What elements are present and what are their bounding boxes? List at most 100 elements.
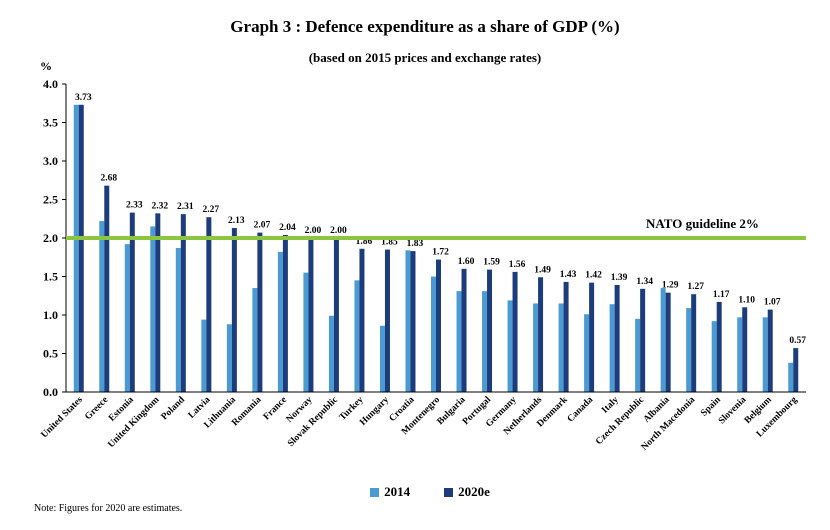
legend-item-2014: 2014 bbox=[370, 484, 410, 500]
bar-2014-norway bbox=[303, 272, 309, 392]
data-label-turkey: 1.86 bbox=[356, 237, 373, 247]
chart-subtitle: (based on 2015 prices and exchange rates… bbox=[308, 50, 542, 65]
y-tick-label: 2.5 bbox=[43, 193, 58, 207]
bar-2020e-portugal bbox=[487, 269, 493, 392]
bar-2014-united-kingdom bbox=[150, 226, 156, 392]
bar-2020e-luxembourg bbox=[793, 348, 799, 392]
bar-2020e-italy bbox=[614, 284, 620, 392]
bar-2020e-netherlands bbox=[538, 277, 544, 392]
bar-2014-bulgaria bbox=[456, 291, 462, 392]
y-axis-label: % bbox=[40, 59, 52, 73]
category-label-poland: Poland bbox=[160, 395, 188, 423]
data-label-canada: 1.42 bbox=[585, 271, 602, 281]
bar-2020e-lithuania bbox=[231, 227, 237, 392]
bar-2014-france bbox=[277, 251, 283, 392]
bar-2014-slovenia bbox=[737, 317, 743, 392]
bar-2020e-greece bbox=[104, 185, 110, 392]
bar-2014-hungary bbox=[379, 325, 385, 392]
bar-2020e-france bbox=[282, 234, 288, 392]
legend-item-2020e: 2020e bbox=[444, 484, 490, 500]
bar-2020e-canada bbox=[589, 282, 595, 392]
chart-legend: 2014 2020e bbox=[0, 484, 830, 500]
category-label-greece: Greece bbox=[83, 395, 110, 422]
bar-2014-slovak-republic bbox=[328, 315, 334, 392]
data-label-croatia: 1.83 bbox=[407, 239, 424, 249]
nato-guideline-label: NATO guideline 2% bbox=[646, 216, 759, 231]
bar-2014-latvia bbox=[201, 319, 207, 392]
bar-2020e-turkey bbox=[359, 248, 365, 392]
y-tick-label: 1.5 bbox=[43, 270, 58, 284]
data-label-denmark: 1.43 bbox=[560, 270, 577, 280]
data-label-united-kingdom: 2.32 bbox=[151, 201, 168, 211]
bar-2020e-croatia bbox=[410, 251, 416, 392]
bar-2020e-denmark bbox=[563, 281, 569, 392]
bar-2014-united-states bbox=[73, 104, 79, 392]
category-label-canada: Canada bbox=[566, 395, 596, 425]
bar-2014-italy bbox=[609, 304, 615, 392]
bar-2020e-slovak-republic bbox=[333, 238, 339, 392]
category-label-united-states: United States bbox=[40, 395, 86, 441]
bar-2014-netherlands bbox=[533, 303, 539, 392]
bar-2014-albania bbox=[660, 288, 666, 392]
bar-2020e-montenegro bbox=[436, 259, 441, 392]
bar-2014-lithuania bbox=[226, 324, 232, 392]
bar-2014-luxembourg bbox=[788, 362, 794, 392]
bar-2020e-germany bbox=[512, 271, 518, 392]
bar-2014-belgium bbox=[762, 317, 768, 392]
data-label-latvia: 2.27 bbox=[203, 205, 220, 215]
y-tick-label: 3.0 bbox=[43, 154, 58, 168]
bar-2014-romania bbox=[252, 288, 258, 392]
data-label-belgium: 1.07 bbox=[764, 298, 781, 308]
category-label-slovenia: Slovenia bbox=[717, 395, 749, 427]
bar-2014-turkey bbox=[354, 280, 360, 392]
bar-2020e-hungary bbox=[384, 249, 390, 392]
data-label-slovak-republic: 2.00 bbox=[330, 226, 347, 236]
category-label-czech-republic: Czech Republic bbox=[594, 395, 646, 447]
data-label-north-macedonia: 1.27 bbox=[687, 282, 704, 292]
bar-2020e-estonia bbox=[129, 212, 135, 392]
bar-2014-portugal bbox=[482, 291, 488, 392]
bar-2014-estonia bbox=[124, 244, 130, 392]
chart-title: Graph 3 : Defence expenditure as a share… bbox=[230, 17, 620, 36]
data-label-germany: 1.56 bbox=[509, 260, 526, 270]
bar-2014-denmark bbox=[558, 303, 564, 392]
data-label-italy: 1.39 bbox=[611, 273, 628, 283]
y-tick-label: 1.0 bbox=[43, 308, 58, 322]
data-label-montenegro: 1.72 bbox=[432, 248, 449, 258]
bar-2020e-belgium bbox=[767, 309, 773, 392]
data-label-norway: 2.00 bbox=[305, 226, 322, 236]
legend-label-2020e: 2020e bbox=[458, 484, 490, 499]
bar-2020e-united-kingdom bbox=[155, 213, 161, 392]
category-label-italy: Italy bbox=[600, 395, 621, 416]
legend-swatch-2014 bbox=[370, 487, 380, 497]
bar-2020e-romania bbox=[257, 232, 263, 392]
data-label-czech-republic: 1.34 bbox=[636, 277, 653, 287]
data-label-greece: 2.68 bbox=[100, 174, 117, 184]
bar-2014-croatia bbox=[405, 250, 411, 392]
data-label-poland: 2.31 bbox=[177, 202, 194, 212]
data-label-hungary: 1.85 bbox=[381, 238, 398, 248]
bar-2014-north-macedonia bbox=[686, 308, 692, 392]
y-tick-label: 3.5 bbox=[43, 116, 58, 130]
bar-2020e-albania bbox=[665, 292, 671, 392]
bar-2020e-spain bbox=[716, 301, 722, 392]
data-label-estonia: 2.33 bbox=[126, 201, 143, 211]
legend-label-2014: 2014 bbox=[384, 484, 411, 499]
y-tick-label: 4.0 bbox=[43, 77, 58, 91]
data-label-france: 2.04 bbox=[279, 223, 296, 233]
category-label-spain: Spain bbox=[699, 395, 723, 419]
data-label-portugal: 1.59 bbox=[483, 258, 500, 268]
data-label-slovenia: 1.10 bbox=[738, 295, 755, 305]
bar-2014-germany bbox=[507, 300, 513, 392]
bar-2020e-norway bbox=[308, 238, 314, 392]
bar-2020e-latvia bbox=[206, 217, 212, 392]
y-tick-label: 2.0 bbox=[43, 231, 58, 245]
bar-2020e-slovenia bbox=[742, 307, 748, 392]
bar-2014-greece bbox=[99, 221, 105, 392]
data-label-spain: 1.17 bbox=[713, 290, 730, 300]
bar-2014-poland bbox=[175, 248, 181, 392]
bar-2020e-united-states bbox=[78, 104, 84, 392]
data-label-lithuania: 2.13 bbox=[228, 216, 245, 226]
y-tick-label: 0.5 bbox=[43, 347, 58, 361]
